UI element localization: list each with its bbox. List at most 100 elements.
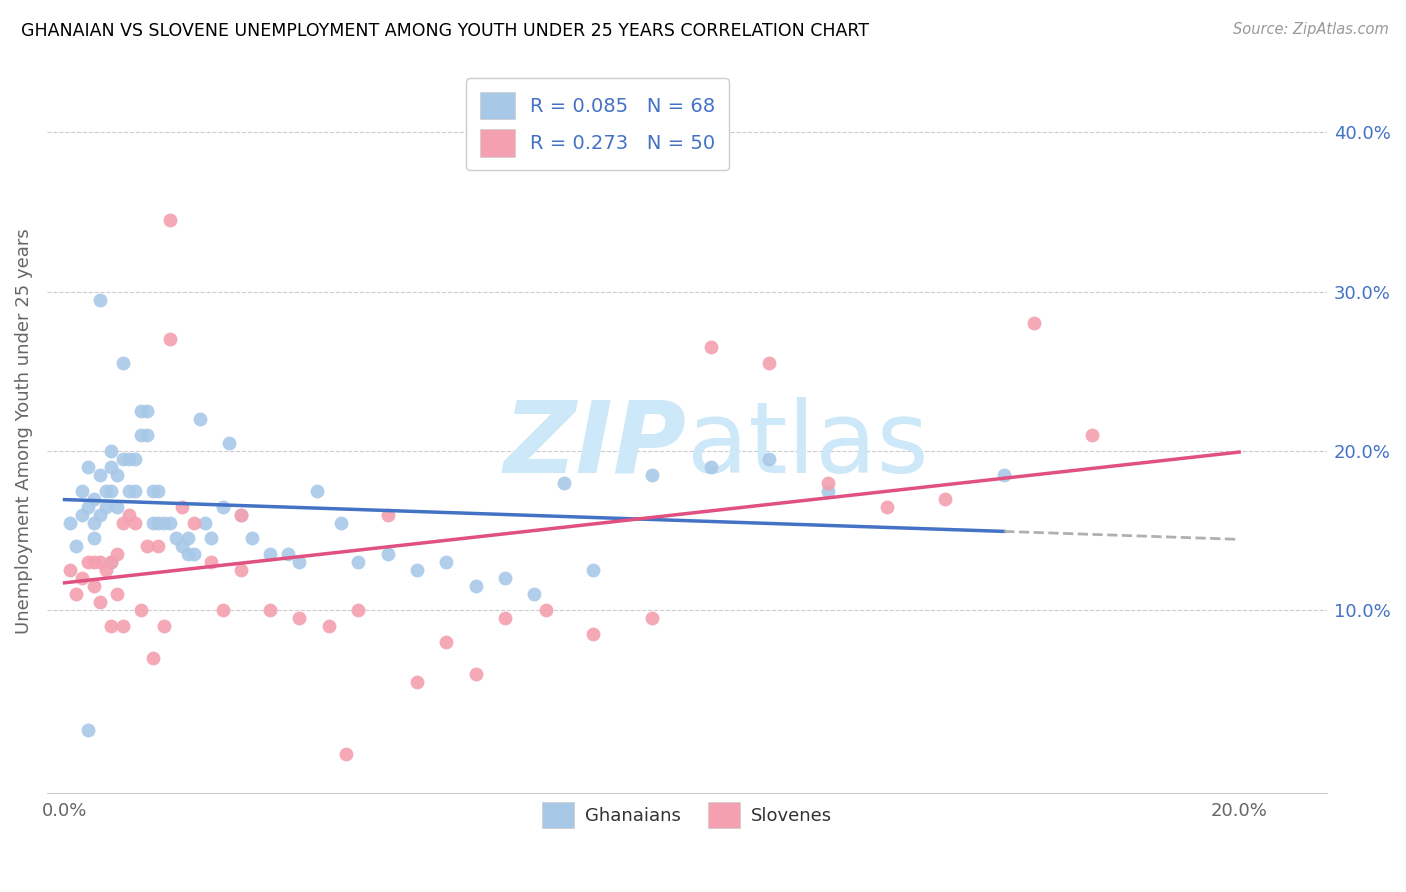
Point — [118, 508, 141, 522]
Point — [118, 451, 141, 466]
Point — [464, 579, 486, 593]
Point — [259, 548, 281, 562]
Point — [89, 508, 111, 522]
Point — [124, 451, 146, 466]
Point — [142, 651, 165, 665]
Point — [582, 627, 605, 641]
Point — [641, 467, 664, 482]
Point — [242, 532, 264, 546]
Point — [335, 747, 357, 761]
Point — [148, 483, 170, 498]
Point — [347, 603, 370, 617]
Point — [118, 483, 141, 498]
Point — [100, 619, 122, 633]
Point — [177, 548, 200, 562]
Point — [105, 587, 128, 601]
Point — [100, 555, 122, 569]
Point — [434, 635, 457, 649]
Point — [1022, 317, 1045, 331]
Point — [59, 563, 82, 577]
Point — [83, 491, 105, 506]
Point — [112, 451, 135, 466]
Point — [553, 475, 575, 490]
Point — [229, 508, 252, 522]
Point — [89, 595, 111, 609]
Point — [70, 508, 93, 522]
Point — [188, 412, 211, 426]
Point — [129, 404, 152, 418]
Point — [70, 483, 93, 498]
Point — [817, 483, 839, 498]
Point — [83, 516, 105, 530]
Point — [277, 548, 299, 562]
Point — [129, 428, 152, 442]
Point — [177, 532, 200, 546]
Point — [170, 500, 193, 514]
Point — [183, 516, 205, 530]
Point — [212, 603, 235, 617]
Point — [153, 619, 176, 633]
Point — [288, 555, 311, 569]
Point — [142, 516, 165, 530]
Point — [65, 540, 87, 554]
Point — [59, 516, 82, 530]
Point — [876, 500, 898, 514]
Point — [218, 436, 240, 450]
Text: ZIP: ZIP — [503, 397, 688, 494]
Point — [70, 571, 93, 585]
Point — [100, 443, 122, 458]
Point — [159, 212, 181, 227]
Point — [83, 579, 105, 593]
Point — [212, 500, 235, 514]
Point — [142, 483, 165, 498]
Point — [77, 459, 100, 474]
Point — [288, 611, 311, 625]
Point — [105, 467, 128, 482]
Point — [94, 500, 117, 514]
Point — [124, 483, 146, 498]
Point — [183, 548, 205, 562]
Point — [165, 532, 187, 546]
Point — [129, 603, 152, 617]
Text: atlas: atlas — [688, 397, 928, 494]
Point — [229, 508, 252, 522]
Point — [112, 356, 135, 370]
Point — [170, 540, 193, 554]
Point — [194, 516, 217, 530]
Point — [377, 548, 399, 562]
Point — [318, 619, 340, 633]
Point — [229, 563, 252, 577]
Point — [153, 516, 176, 530]
Point — [105, 500, 128, 514]
Point — [124, 516, 146, 530]
Point — [159, 332, 181, 346]
Point — [105, 548, 128, 562]
Point — [377, 508, 399, 522]
Point — [89, 555, 111, 569]
Point — [83, 555, 105, 569]
Point — [259, 603, 281, 617]
Point — [494, 571, 516, 585]
Point — [934, 491, 956, 506]
Point — [523, 587, 546, 601]
Point — [135, 404, 157, 418]
Point — [494, 611, 516, 625]
Point — [94, 483, 117, 498]
Point — [89, 293, 111, 307]
Point — [77, 500, 100, 514]
Point — [200, 532, 222, 546]
Point — [699, 459, 721, 474]
Point — [94, 563, 117, 577]
Point — [100, 459, 122, 474]
Point — [699, 340, 721, 354]
Point — [112, 516, 135, 530]
Point — [641, 611, 664, 625]
Point — [993, 467, 1015, 482]
Point — [582, 563, 605, 577]
Point — [305, 483, 328, 498]
Point — [83, 532, 105, 546]
Legend: Ghanaians, Slovenes: Ghanaians, Slovenes — [534, 795, 839, 835]
Text: Source: ZipAtlas.com: Source: ZipAtlas.com — [1233, 22, 1389, 37]
Text: GHANAIAN VS SLOVENE UNEMPLOYMENT AMONG YOUTH UNDER 25 YEARS CORRELATION CHART: GHANAIAN VS SLOVENE UNEMPLOYMENT AMONG Y… — [21, 22, 869, 40]
Point — [77, 723, 100, 737]
